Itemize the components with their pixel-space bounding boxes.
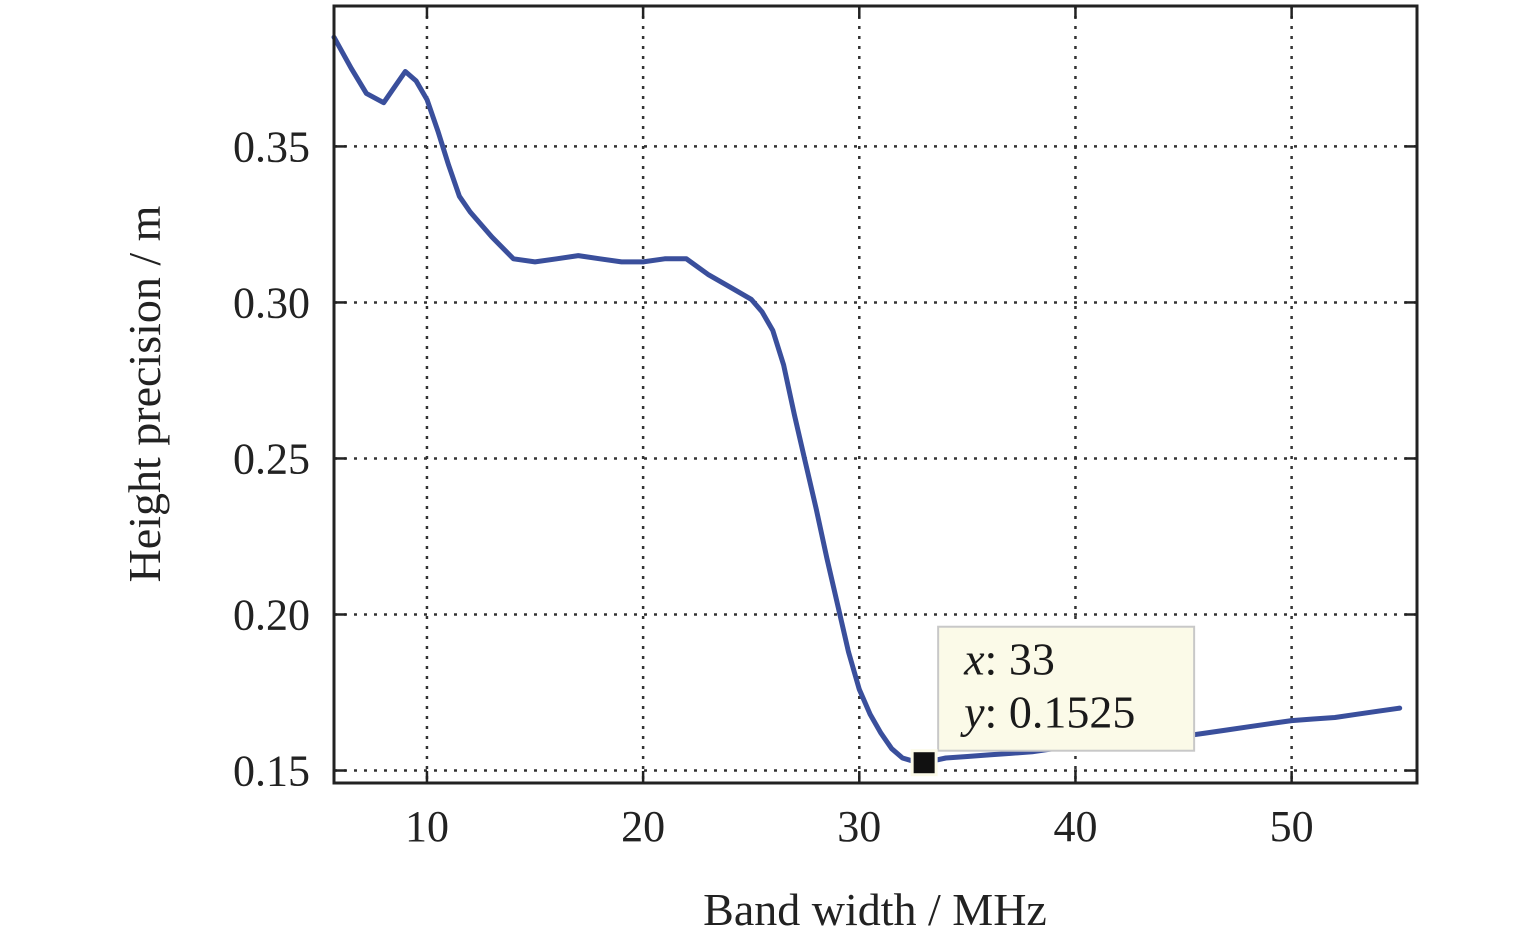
- x-tick-labels: 10 20 30 40 50: [405, 802, 1314, 851]
- data-tip-x-label: x: [963, 634, 985, 685]
- x-axis-title: Band width / MHz: [703, 884, 1047, 935]
- data-tip-y-label: y: [960, 687, 985, 738]
- x-tick-label: 10: [405, 802, 449, 851]
- plot-frame: [332, 4, 1419, 785]
- data-tip: x: 33 y: 0.1525: [910, 625, 1196, 777]
- y-tick-label: 0.30: [233, 278, 310, 327]
- y-tick-labels: 0.15 0.20 0.25 0.30 0.35: [233, 122, 310, 795]
- grid-lines: [334, 6, 1417, 783]
- x-tick-label: 20: [621, 802, 665, 851]
- data-tip-box: [937, 625, 1196, 752]
- y-tick-label: 0.15: [233, 747, 310, 796]
- data-tip-x-value: x: 33: [963, 634, 1055, 685]
- x-tick-label: 40: [1053, 802, 1097, 851]
- y-tick-label: 0.25: [233, 434, 310, 483]
- y-tick-label: 0.20: [233, 590, 310, 639]
- x-tick-label: 50: [1270, 802, 1314, 851]
- data-tip-marker: [910, 749, 938, 777]
- data-tip-y-value: y: 0.1525: [960, 687, 1135, 738]
- plot-background: [334, 6, 1417, 783]
- data-tip-y-text: : 0.1525: [985, 687, 1136, 738]
- y-tick-label: 0.35: [233, 122, 310, 171]
- x-tick-label: 30: [837, 802, 881, 851]
- data-tip-x-text: : 33: [985, 634, 1055, 685]
- y-axis-title: Height precision / m: [119, 205, 170, 582]
- tick-marks: [334, 6, 1417, 783]
